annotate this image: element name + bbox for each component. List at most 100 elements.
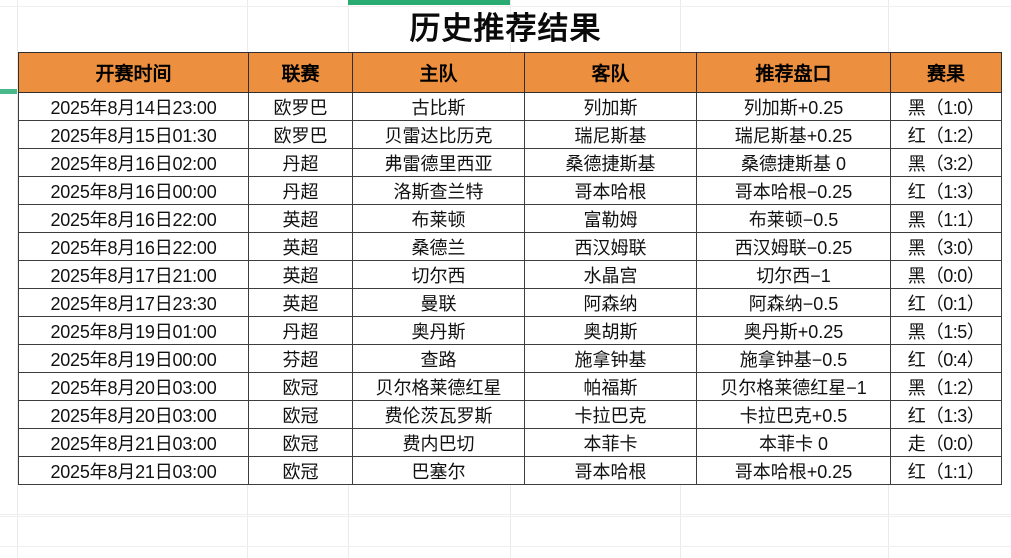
grid-line-horizontal xyxy=(0,546,1011,547)
cell-handicap-line: 施拿钟基−0.5 xyxy=(696,344,891,373)
cell-match-time: 2025年8月15日01:30 xyxy=(18,120,249,149)
cell-away-team: 西汉姆联 xyxy=(524,232,697,261)
column-header-home[interactable]: 主队 xyxy=(352,52,525,93)
result-status-badge: 红 xyxy=(907,405,926,426)
cell-home-team: 桑德兰 xyxy=(352,232,525,261)
cell-result: 黑（3:2） xyxy=(890,148,1002,177)
table-row[interactable]: 2025年8月15日01:30 欧罗巴 贝雷达比历克 瑞尼斯基 瑞尼斯基+0.25 红（1… xyxy=(18,120,1002,149)
cell-result: 红（1:3） xyxy=(890,400,1002,429)
cell-match-time: 2025年8月14日23:00 xyxy=(18,92,249,121)
cell-match-time: 2025年8月20日03:00 xyxy=(18,400,249,429)
cell-league: 丹超 xyxy=(248,316,353,345)
result-score: （1:1） xyxy=(925,461,985,482)
cell-match-time: 2025年8月16日00:00 xyxy=(18,176,249,205)
result-status-badge: 红 xyxy=(907,349,926,370)
result-score: （1:3） xyxy=(925,405,985,426)
table-row[interactable]: 2025年8月20日03:00 欧冠 费伦茨瓦罗斯 卡拉巴克 卡拉巴克+0.5 红（1:3… xyxy=(18,400,1002,429)
cell-handicap-line: 布莱顿−0.5 xyxy=(696,204,891,233)
column-header-time[interactable]: 开赛时间 xyxy=(18,52,249,93)
result-status-badge: 黑 xyxy=(907,265,926,286)
table-row[interactable]: 2025年8月17日23:30 英超 曼联 阿森纳 阿森纳−0.5 红（0:1） xyxy=(18,288,1002,317)
cell-handicap-line: 阿森纳−0.5 xyxy=(696,288,891,317)
cell-away-team: 阿森纳 xyxy=(524,288,697,317)
cell-league: 丹超 xyxy=(248,148,353,177)
result-status-badge: 红 xyxy=(907,181,926,202)
cell-handicap-line: 奥丹斯+0.25 xyxy=(696,316,891,345)
table-row[interactable]: 2025年8月20日03:00 欧冠 贝尔格莱德红星 帕福斯 贝尔格莱德红星−1 黑（1:… xyxy=(18,372,1002,401)
cell-league: 英超 xyxy=(248,288,353,317)
result-score: （1:3） xyxy=(925,181,985,202)
cell-match-time: 2025年8月16日22:00 xyxy=(18,204,249,233)
cell-handicap-line: 瑞尼斯基+0.25 xyxy=(696,120,891,149)
selection-accent-top xyxy=(348,0,510,5)
cell-result: 黑（3:0） xyxy=(890,232,1002,261)
result-status-badge: 黑 xyxy=(907,237,926,258)
table-row[interactable]: 2025年8月21日03:00 欧冠 巴塞尔 哥本哈根 哥本哈根+0.25 红（1:1） xyxy=(18,456,1002,485)
table-row[interactable]: 2025年8月17日21:00 英超 切尔西 水晶宫 切尔西−1 黑（0:0） xyxy=(18,260,1002,289)
cell-home-team: 贝雷达比历克 xyxy=(352,120,525,149)
result-score: （0:0） xyxy=(925,433,985,454)
grid-line-horizontal xyxy=(0,516,1011,517)
cell-league: 英超 xyxy=(248,260,353,289)
cell-handicap-line: 西汉姆联−0.25 xyxy=(696,232,891,261)
result-status-badge: 红 xyxy=(907,125,926,146)
cell-away-team: 水晶宫 xyxy=(524,260,697,289)
cell-home-team: 巴塞尔 xyxy=(352,456,525,485)
cell-away-team: 哥本哈根 xyxy=(524,456,697,485)
cell-match-time: 2025年8月17日23:30 xyxy=(18,288,249,317)
cell-match-time: 2025年8月20日03:00 xyxy=(18,372,249,401)
result-status-badge: 黑 xyxy=(907,321,926,342)
result-score: （0:4） xyxy=(925,349,985,370)
cell-league: 英超 xyxy=(248,204,353,233)
cell-league: 欧冠 xyxy=(248,400,353,429)
cell-result: 红（1:2） xyxy=(890,120,1002,149)
cell-match-time: 2025年8月16日02:00 xyxy=(18,148,249,177)
column-header-league[interactable]: 联赛 xyxy=(248,52,353,93)
table-row[interactable]: 2025年8月16日22:00 英超 布莱顿 富勒姆 布莱顿−0.5 黑（1:1） xyxy=(18,204,1002,233)
cell-league: 欧罗巴 xyxy=(248,92,353,121)
table-row[interactable]: 2025年8月21日03:00 欧冠 费内巴切 本菲卡 本菲卡 0 走（0:0） xyxy=(18,428,1002,457)
cell-handicap-line: 本菲卡 0 xyxy=(696,428,891,457)
table-body: 2025年8月14日23:00 欧罗巴 古比斯 列加斯 列加斯+0.25 黑（1:0） 20… xyxy=(18,92,1002,485)
table-row[interactable]: 2025年8月14日23:00 欧罗巴 古比斯 列加斯 列加斯+0.25 黑（1:0） xyxy=(18,92,1002,121)
column-header-away[interactable]: 客队 xyxy=(524,52,697,93)
cell-match-time: 2025年8月21日03:00 xyxy=(18,456,249,485)
column-header-line[interactable]: 推荐盘口 xyxy=(696,52,891,93)
table-row[interactable]: 2025年8月16日00:00 丹超 洛斯查兰特 哥本哈根 哥本哈根−0.25 红（1:3… xyxy=(18,176,1002,205)
result-status-badge: 黑 xyxy=(907,153,926,174)
column-header-result[interactable]: 赛果 xyxy=(890,52,1002,93)
cell-league: 欧冠 xyxy=(248,428,353,457)
cell-away-team: 哥本哈根 xyxy=(524,176,697,205)
result-score: （1:1） xyxy=(925,209,985,230)
grid-line-vertical xyxy=(17,0,18,558)
cell-home-team: 古比斯 xyxy=(352,92,525,121)
table-row[interactable]: 2025年8月16日22:00 英超 桑德兰 西汉姆联 西汉姆联−0.25 黑（3:0） xyxy=(18,232,1002,261)
cell-away-team: 施拿钟基 xyxy=(524,344,697,373)
cell-home-team: 费内巴切 xyxy=(352,428,525,457)
cell-away-team: 富勒姆 xyxy=(524,204,697,233)
result-status-badge: 走 xyxy=(907,433,926,454)
cell-league: 欧冠 xyxy=(248,456,353,485)
result-score: （1:5） xyxy=(925,321,985,342)
result-score: （3:2） xyxy=(925,153,985,174)
result-status-badge: 黑 xyxy=(907,97,926,118)
table-row[interactable]: 2025年8月19日01:00 丹超 奥丹斯 奥胡斯 奥丹斯+0.25 黑（1:5） xyxy=(18,316,1002,345)
cell-result: 黑（1:0） xyxy=(890,92,1002,121)
cell-away-team: 卡拉巴克 xyxy=(524,400,697,429)
cell-away-team: 奥胡斯 xyxy=(524,316,697,345)
result-score: （1:2） xyxy=(925,377,985,398)
selection-accent-left xyxy=(0,89,17,94)
cell-handicap-line: 桑德捷斯基 0 xyxy=(696,148,891,177)
cell-home-team: 切尔西 xyxy=(352,260,525,289)
table-row[interactable]: 2025年8月19日00:00 芬超 查路 施拿钟基 施拿钟基−0.5 红（0:4） xyxy=(18,344,1002,373)
table-row[interactable]: 2025年8月16日02:00 丹超 弗雷德里西亚 桑德捷斯基 桑德捷斯基 0 黑（3:2… xyxy=(18,148,1002,177)
cell-handicap-line: 贝尔格莱德红星−1 xyxy=(696,372,891,401)
cell-result: 红（1:1） xyxy=(890,456,1002,485)
cell-home-team: 洛斯查兰特 xyxy=(352,176,525,205)
cell-handicap-line: 卡拉巴克+0.5 xyxy=(696,400,891,429)
cell-match-time: 2025年8月16日22:00 xyxy=(18,232,249,261)
cell-home-team: 曼联 xyxy=(352,288,525,317)
grid-line-horizontal xyxy=(0,514,1011,515)
result-score: （1:0） xyxy=(925,97,985,118)
cell-league: 芬超 xyxy=(248,344,353,373)
